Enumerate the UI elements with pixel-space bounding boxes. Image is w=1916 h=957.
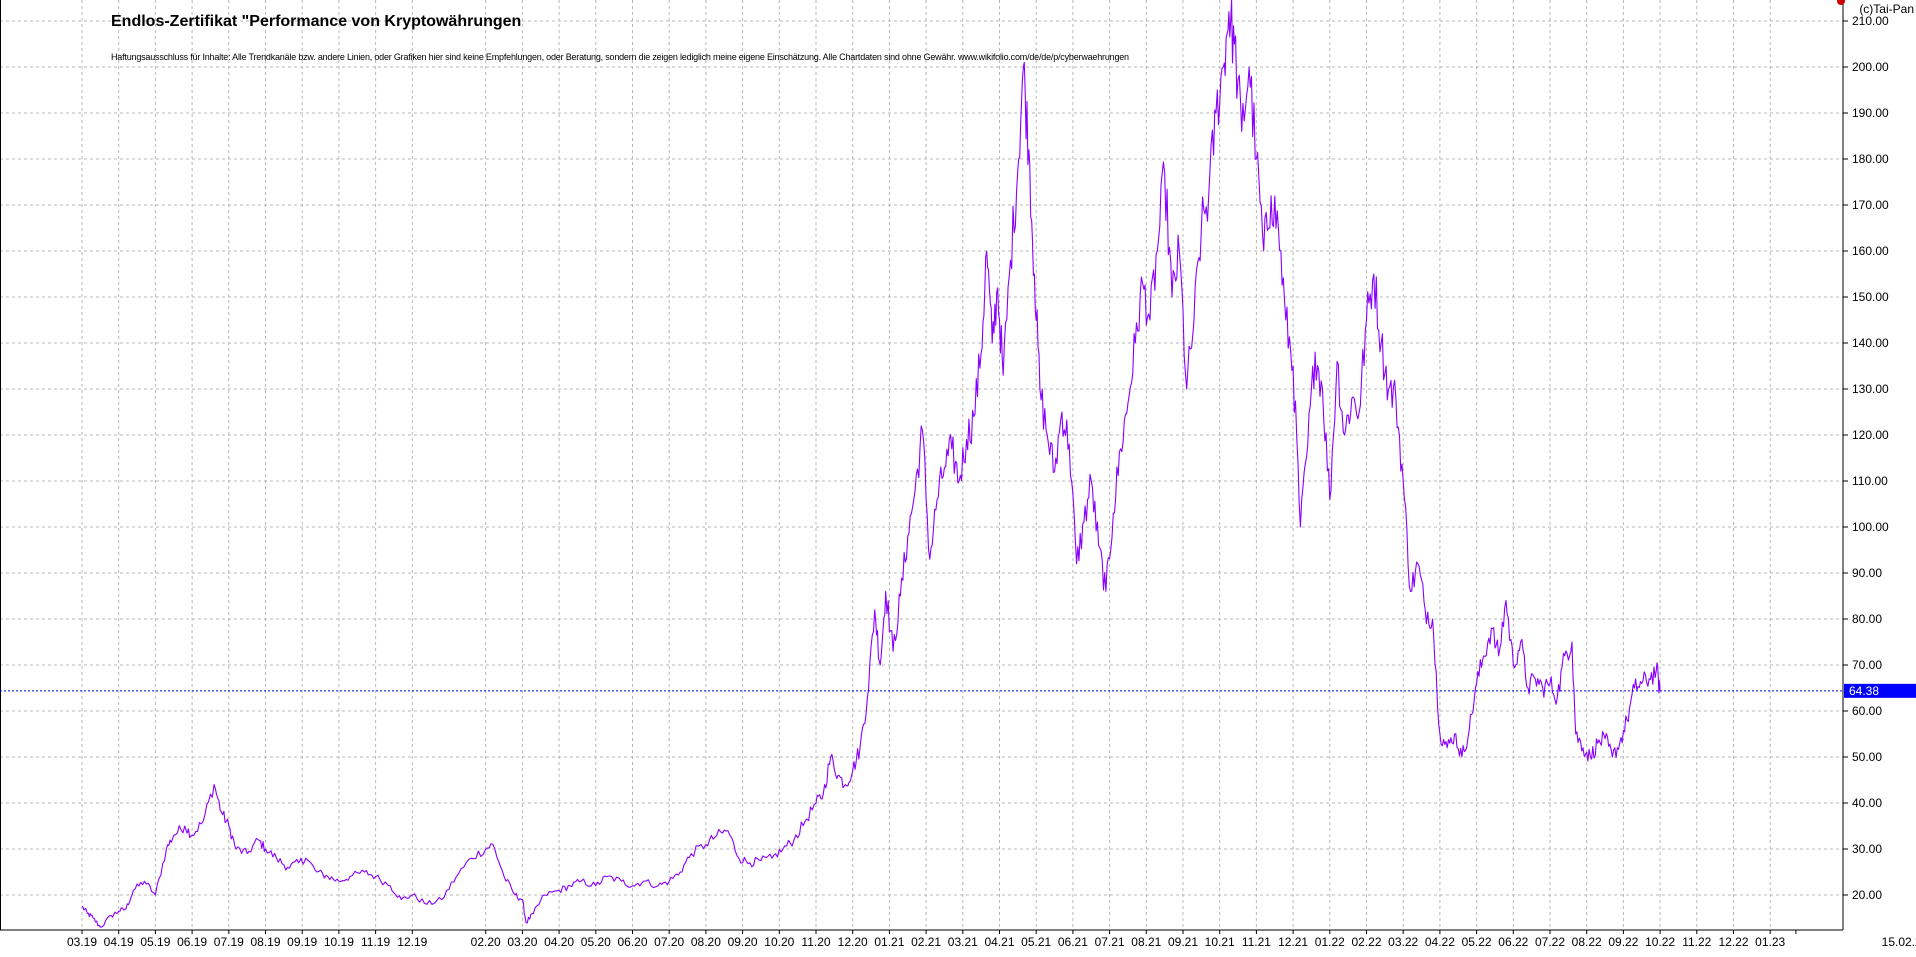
x-tick-label: 06.21 [1058,935,1088,949]
y-tick-label: 40.00 [1852,796,1882,810]
x-tick-label: 01.23 [1755,935,1785,949]
x-tick-label: 07.22 [1535,935,1565,949]
y-tick-label: 160.00 [1852,244,1889,258]
x-tick-label: 11.22 [1682,935,1711,949]
y-tick-label: 70.00 [1852,658,1882,672]
y-tick-label: 180.00 [1852,152,1889,166]
x-tick-label: 01.22 [1315,935,1345,949]
x-tick-label: 09.20 [728,935,758,949]
x-tick-label: 11.19 [361,935,390,949]
x-tick-label: 03.19 [67,935,97,949]
x-tick-label: 02.20 [471,935,501,949]
x-tick-label: 07.20 [654,935,684,949]
x-tick-label: 10.21 [1205,935,1235,949]
x-tick-label: 04.20 [544,935,574,949]
x-tick-label: 04.21 [984,935,1014,949]
x-tick-label: 04.19 [104,935,134,949]
y-tick-label: 90.00 [1852,566,1882,580]
y-tick-label: 100.00 [1852,520,1889,534]
x-tick-label: 05.21 [1021,935,1051,949]
x-tick-label: 12.21 [1278,935,1308,949]
x-tick-label: 05.20 [581,935,611,949]
x-tick-label: 08.20 [691,935,721,949]
x-tick-label: 06.19 [177,935,207,949]
x-tick-label: 09.21 [1168,935,1198,949]
x-tick-label: 03.20 [507,935,537,949]
y-tick-label: 140.00 [1852,336,1889,350]
x-tick-label: 12.22 [1718,935,1748,949]
last-value-badge [1844,683,1916,698]
chart-title: Endlos-Zertifikat "Performance von Krypt… [111,13,522,30]
y-tick-label: 120.00 [1852,428,1889,442]
y-tick-label: 150.00 [1852,290,1889,304]
x-tick-label: 04.22 [1425,935,1455,949]
watermark: (c)Tai-Pan [1859,2,1914,16]
y-tick-label: 50.00 [1852,750,1882,764]
x-end-label: 15.02.23 [1882,935,1916,949]
x-tick-label: 12.19 [397,935,427,949]
y-tick-label: 170.00 [1852,198,1889,212]
price-line [81,0,1661,928]
last-value-label: 64.38 [1849,684,1879,698]
x-tick-label: 07.21 [1095,935,1125,949]
x-tick-label: 12.20 [838,935,868,949]
y-tick-label: 30.00 [1852,842,1882,856]
x-tick-label: 11.20 [801,935,830,949]
x-tick-label: 05.19 [140,935,170,949]
y-tick-label: 190.00 [1852,106,1889,120]
x-tick-label: 08.19 [250,935,280,949]
y-tick-label: 60.00 [1852,704,1882,718]
y-tick-label: 110.00 [1852,474,1888,488]
x-tick-label: 05.22 [1462,935,1492,949]
x-tick-label: 08.22 [1572,935,1602,949]
x-tick-label: 09.22 [1608,935,1638,949]
x-tick-label: 02.22 [1351,935,1381,949]
x-tick-label: 06.22 [1498,935,1528,949]
y-tick-label: 80.00 [1852,612,1882,626]
x-tick-label: 03.22 [1388,935,1418,949]
disclaimer-text: Haftungsausschluss für Inhalte: Alle Tre… [111,52,1129,62]
x-tick-label: 03.21 [948,935,978,949]
y-tick-label: 200.00 [1852,60,1889,74]
x-tick-label: 10.20 [764,935,794,949]
x-tick-label: 09.19 [287,935,317,949]
x-tick-label: 06.20 [617,935,647,949]
y-tick-label: 20.00 [1852,888,1882,902]
x-tick-label: 02.21 [911,935,941,949]
x-tick-label: 08.21 [1131,935,1161,949]
x-tick-label: 01.21 [874,935,904,949]
x-tick-label: 10.19 [324,935,354,949]
x-tick-label: 07.19 [214,935,244,949]
corner-marker [1837,0,1845,5]
x-tick-label: 11.21 [1242,935,1271,949]
y-tick-label: 130.00 [1852,382,1889,396]
x-tick-label: 10.22 [1645,935,1675,949]
y-tick-label: 210.00 [1852,14,1889,28]
